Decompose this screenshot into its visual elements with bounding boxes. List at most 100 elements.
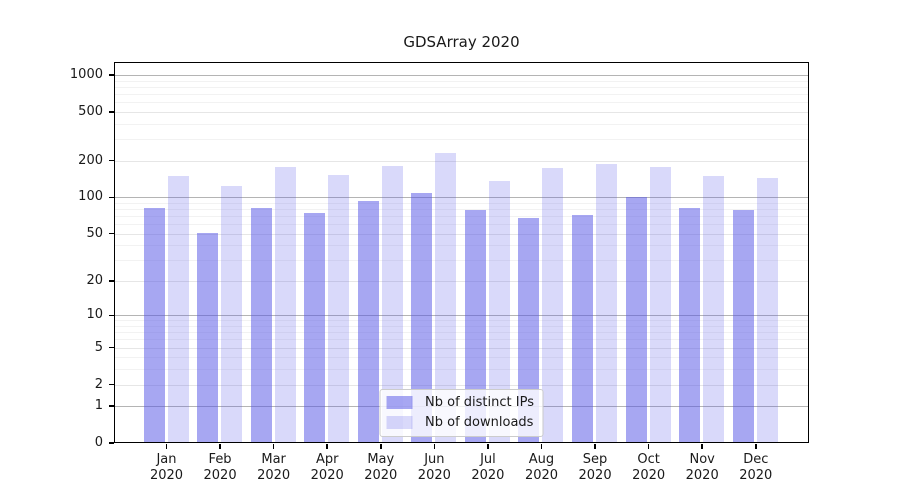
y-tick-mark [109,196,114,199]
x-tick-label: Dec 2020 [739,452,773,483]
bar-jun-ips [411,192,433,443]
bar-nov-ips [679,208,701,443]
bar-jun-downloads [435,153,457,443]
gridline-minor [114,357,809,359]
x-tick-label: Jun 2020 [417,452,451,483]
y-tick-label: 1 [94,398,103,414]
bar-sep-ips [572,214,594,443]
gridline-minor [114,139,809,141]
bar-apr-downloads [328,174,350,443]
bar-dec-ips [732,210,754,443]
gridline-minor [114,224,809,226]
legend-label-distinct-ips: Nb of distinct IPs [425,395,534,410]
x-tick-label: Nov 2020 [685,452,719,483]
bar-sep-downloads [596,163,618,443]
x-tick-label: Apr 2020 [310,452,344,483]
y-tick-label: 20 [86,272,103,288]
x-tick-label: May 2020 [364,452,398,483]
x-tick-mark [326,444,328,449]
gridline-minor [114,87,809,89]
y-tick-label: 1000 [69,67,103,83]
legend: Nb of distinct IPs Nb of downloads [379,389,544,437]
x-tick-mark [219,444,221,449]
gridline-minor [114,216,809,218]
y-tick-mark [109,314,114,317]
y-tick-label: 5 [94,339,103,355]
bar-nov-downloads [703,175,725,443]
x-tick-label: Feb 2020 [203,452,237,483]
x-tick-label: Aug 2020 [524,452,559,483]
bar-aug-downloads [542,168,564,443]
y-tick-label: 100 [78,189,103,205]
y-tick-mark [109,280,114,282]
x-tick-mark [540,444,543,449]
gridline-minor [114,369,809,371]
chart-title: GDSArray 2020 [403,33,520,51]
bar-feb-downloads [221,185,243,443]
y-axis: 0 1 2 5 10 20 50 100 200 500 1000 [0,62,114,450]
x-tick-mark [755,444,757,449]
bar-feb-ips [197,232,219,443]
x-tick-label: Mar 2020 [257,452,291,483]
bar-aug-ips [518,218,540,443]
x-tick-mark [701,444,703,449]
legend-label-downloads: Nb of downloads [425,415,534,430]
bar-jan-ips [143,207,165,443]
gridline-minor [114,339,809,341]
gridline-major [114,280,809,282]
y-tick-mark [109,111,114,113]
bar-apr-ips [304,213,326,443]
gridline-minor [114,209,809,211]
y-tick-mark [109,405,114,407]
gridline-major [114,112,809,114]
y-tick-mark [109,442,114,444]
x-axis: Jan 2020 Feb 2020 Mar 2020 Apr 2020 May 2020 Jun 20… [114,444,809,500]
y-tick-label: 200 [78,152,103,168]
gridline-minor [114,332,809,334]
bar-mar-ips [250,208,272,443]
bar-may-ips [357,200,379,443]
bar-jul-downloads [488,181,510,443]
y-tick-mark [109,346,114,349]
gridline-minor [114,123,809,125]
y-tick-mark [109,74,114,76]
gridline-minor [114,260,809,262]
gridline-major [114,75,809,77]
y-tick-mark [109,383,114,386]
plot-area: Nb of distinct IPs Nb of downloads [114,62,809,443]
gridline-minor [114,102,809,104]
gridline-major [114,347,809,349]
gridline-major [114,315,809,317]
legend-swatch-downloads [386,416,413,429]
gridline-minor [114,245,809,247]
x-tick-label: Sep 2020 [578,452,612,483]
bar-jul-ips [464,210,486,443]
y-tick-mark [109,159,114,162]
y-tick-label: 2 [94,376,103,392]
legend-item-downloads: Nb of downloads [386,415,534,430]
gridline-major [114,160,809,162]
bar-mar-downloads [274,166,296,443]
bar-may-downloads [381,165,403,443]
gridline-minor [114,80,809,82]
bar-jan-downloads [167,175,189,443]
gridline-major [114,197,809,199]
gridline-minor [114,320,809,322]
gridline-minor [114,202,809,204]
x-tick-mark [165,444,168,449]
gridline-major [114,233,809,235]
bar-oct-ips [625,196,647,443]
y-tick-label: 500 [78,104,103,120]
x-tick-mark [647,444,650,449]
bar-dec-downloads [756,177,778,443]
x-tick-mark [272,444,275,449]
x-tick-mark [380,444,382,449]
x-tick-label: Jan 2020 [149,452,184,483]
bar-layer [114,62,809,443]
x-tick-label: Jul 2020 [471,452,505,483]
gridline-minor [114,326,809,328]
y-tick-label: 0 [94,435,103,450]
y-tick-label: 50 [86,225,103,241]
x-tick-mark [487,444,489,449]
